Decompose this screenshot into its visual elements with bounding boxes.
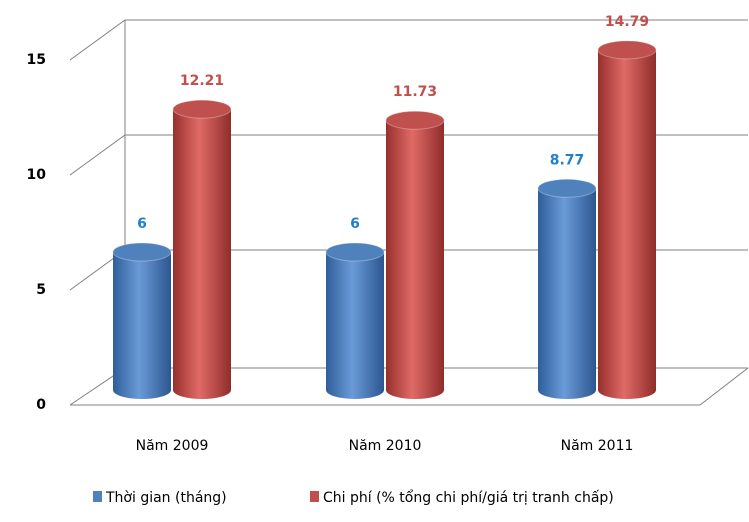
value-label: 6 <box>137 216 147 232</box>
value-label: 14.79 <box>605 14 649 30</box>
value-label: 12.21 <box>180 73 224 89</box>
cylinder <box>326 252 384 399</box>
cylinder <box>386 120 444 400</box>
legend-label: Thời gian (tháng) <box>105 490 227 506</box>
grid-line <box>69 19 748 61</box>
value-label: 6 <box>350 216 360 232</box>
cylinder-top <box>172 99 232 119</box>
legend-label: Chi phí (% tổng chi phí/giá trị tranh ch… <box>323 489 614 506</box>
y-tick-label: 15 <box>27 52 46 68</box>
grid-line <box>69 134 748 176</box>
cylinder <box>538 188 596 399</box>
x-tick-label: Năm 2009 <box>136 438 209 454</box>
value-label: 11.73 <box>393 84 437 100</box>
cylinder-top <box>537 178 597 198</box>
floor-edge <box>70 367 749 406</box>
cylinder <box>113 252 171 399</box>
y-tick-label: 0 <box>36 397 46 413</box>
cylinder-top <box>597 40 657 60</box>
legend-swatch <box>93 491 102 502</box>
y-tick-label: 10 <box>27 167 47 183</box>
value-label: 8.77 <box>550 152 585 168</box>
cylinder <box>598 49 656 399</box>
legend-swatch <box>310 491 319 502</box>
y-tick-label: 5 <box>36 282 46 298</box>
cylinder-top <box>325 242 385 262</box>
cylinder-top <box>112 242 172 262</box>
cylinder <box>173 109 231 400</box>
x-tick-label: Năm 2011 <box>561 438 634 454</box>
x-tick-label: Năm 2010 <box>349 438 422 454</box>
cylinder-top <box>385 110 445 130</box>
